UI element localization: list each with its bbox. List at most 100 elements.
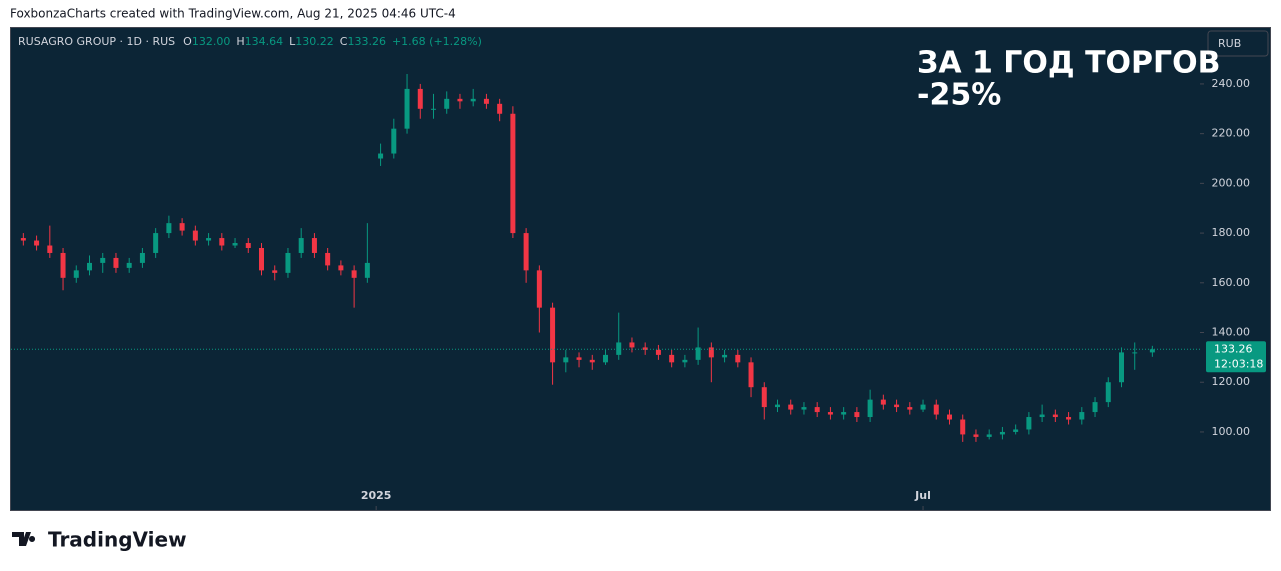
legend-key: C (340, 35, 348, 48)
legend-key: O (183, 35, 192, 48)
candle-body (497, 103, 503, 114)
candle-body (960, 419, 966, 435)
legend-value: 132.00 (192, 35, 231, 48)
candle-body (431, 108, 437, 110)
candle-body (470, 98, 476, 102)
y-tick-label: 140.00 (1212, 326, 1251, 339)
candle-body (391, 128, 397, 154)
candle-body (894, 404, 900, 408)
candle-body (1149, 349, 1155, 353)
candle-body (814, 407, 820, 413)
candle-body (192, 230, 198, 241)
candle-body (1013, 429, 1019, 432)
candle-body (1026, 417, 1032, 430)
candle-body (325, 252, 331, 266)
candle-body (206, 238, 212, 241)
candle-body (1052, 414, 1058, 418)
candle-body (285, 252, 291, 273)
candle-body (338, 265, 344, 271)
candle-body (483, 98, 489, 104)
countdown: 12:03:18 (1214, 357, 1263, 370)
chart-frame (10, 27, 1271, 511)
logo: TradingView (12, 528, 187, 552)
candle-body (245, 243, 251, 248)
logo-icon (12, 532, 36, 546)
annotation: ЗА 1 ГОД ТОРГОВ (917, 46, 1221, 81)
candle-body (788, 404, 794, 410)
candle-body (179, 223, 185, 231)
candle-body (100, 257, 106, 263)
candle-body (364, 262, 370, 278)
y-tick-label: 100.00 (1212, 425, 1251, 438)
legend-value: 130.22 (295, 35, 334, 48)
candle-body (298, 238, 304, 253)
candle-body (907, 407, 913, 410)
candle-body (748, 362, 754, 388)
candle-body (311, 238, 317, 253)
currency: RUB (1218, 37, 1241, 50)
legend-symbol: RUSAGRO GROUP · 1D · RUS (18, 35, 175, 48)
candle-body (457, 98, 463, 102)
legend-key: H (236, 35, 244, 48)
candle-body (603, 354, 608, 363)
candle-body (801, 407, 807, 410)
candle-body (510, 113, 516, 234)
candle-body (444, 98, 450, 109)
candle-body (20, 238, 26, 241)
candle-body (708, 347, 714, 358)
candle-body (999, 431, 1005, 435)
candle-body (113, 257, 119, 268)
candle-body (232, 243, 238, 246)
plot-area (11, 73, 1204, 510)
x-tick-label: 2025 (361, 489, 392, 502)
candle-body (60, 252, 66, 278)
y-tick-label: 180.00 (1212, 226, 1251, 239)
candle-body (1039, 414, 1045, 418)
candle-body (523, 233, 529, 271)
candle-body (1066, 417, 1072, 420)
candle-body (1118, 352, 1124, 383)
candle-body (1092, 402, 1098, 413)
candle-body (126, 262, 132, 268)
candle-body (259, 247, 265, 271)
candle-body (417, 88, 423, 109)
candle-body (774, 404, 780, 408)
y-tick-label: 200.00 (1212, 176, 1251, 189)
legend-value: 133.26 (347, 35, 386, 48)
candle-body (550, 307, 556, 363)
candle-body (867, 399, 873, 418)
y-tick-label: 120.00 (1212, 375, 1251, 388)
y-tick-label: 160.00 (1212, 276, 1251, 289)
candle-body (761, 387, 767, 408)
candle-body (682, 359, 688, 363)
candle-body (841, 412, 847, 415)
candle-body (378, 153, 384, 159)
candle-body (642, 347, 648, 350)
candle-body (139, 252, 145, 263)
candle-body (880, 399, 886, 405)
candle-body (87, 262, 93, 271)
candle-body (722, 354, 728, 358)
candle-body (1132, 352, 1138, 354)
candle-body (47, 245, 53, 253)
candle-body (854, 412, 860, 418)
candle-body (576, 357, 582, 360)
y-tick-label: 240.00 (1212, 77, 1251, 90)
currency-box (1207, 30, 1269, 57)
candle-body (351, 270, 357, 278)
candle-body (827, 412, 833, 415)
candle-body (616, 342, 622, 355)
candle-body (1079, 412, 1085, 420)
candle-body (563, 357, 569, 363)
candle-body (153, 233, 159, 253)
logo-text: TradingView (48, 528, 187, 552)
legend-value: 134.64 (245, 35, 284, 48)
candle-body (166, 223, 172, 234)
candle-body (1105, 382, 1111, 403)
candle-body (272, 270, 278, 273)
header: FoxbonzaCharts created with TradingView.… (10, 7, 456, 21)
candle-body (629, 342, 635, 348)
candle-body (933, 404, 939, 415)
